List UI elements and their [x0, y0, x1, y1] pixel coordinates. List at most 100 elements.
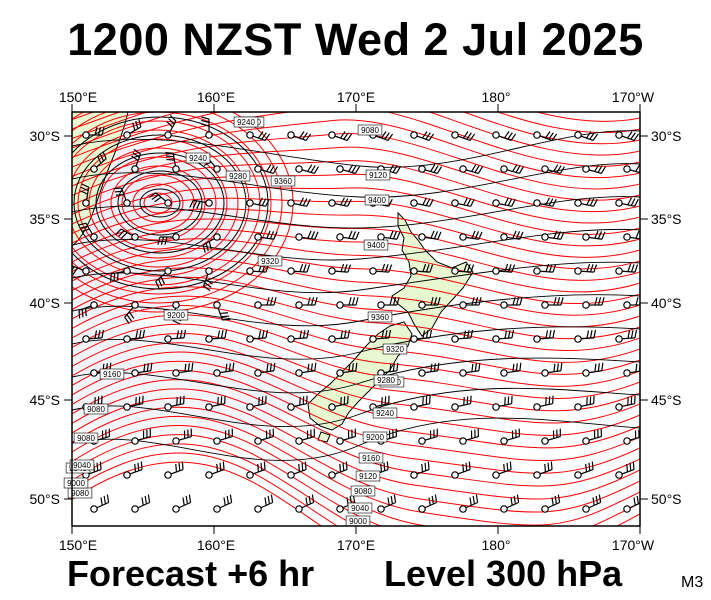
wind-barb-flag [307, 164, 313, 172]
wind-barb-flag [208, 241, 212, 250]
station-circle [533, 403, 541, 411]
wind-barb-flag [225, 363, 228, 372]
wind-barb-flag [140, 461, 143, 470]
station-circle [123, 403, 131, 411]
station-circle [574, 403, 582, 411]
wind-barb-flag [422, 330, 426, 339]
wind-barb-flag [389, 164, 395, 172]
station-circle [90, 233, 98, 241]
wind-barb-flag [430, 297, 434, 306]
contour-label-text: 9160 [362, 454, 380, 463]
wind-barb-flag [424, 462, 427, 471]
wind-barb-flag [307, 297, 311, 306]
station-circle [295, 505, 303, 513]
wind-barb-flag [477, 166, 484, 174]
contour-line [72, 443, 640, 526]
wind-barb-flag [301, 462, 304, 471]
contour-label-text: 9400 [367, 241, 385, 250]
station-circle [213, 437, 221, 445]
contour-line-major [72, 196, 640, 229]
wind-barb-flag [387, 497, 390, 506]
contour-line [72, 388, 640, 487]
wind-barb-flag [266, 363, 269, 372]
station-circle [164, 471, 172, 479]
station-circle [164, 199, 172, 207]
wind-barb-flag [310, 231, 316, 239]
station-circle [377, 301, 385, 309]
wind-barb-flag [516, 494, 520, 503]
contour-label: 9040 [347, 502, 373, 514]
level-label: Level 300 hPa [384, 553, 623, 594]
wind-barb-flag [515, 363, 518, 372]
wind-barb-flag [559, 166, 566, 174]
contour-label: 9240 [372, 407, 398, 419]
wind-barb-flag [273, 297, 277, 306]
wind-barb-flag [560, 362, 563, 371]
station-circle [254, 505, 262, 513]
contour-line [72, 0, 640, 72]
contour-ring [72, 112, 283, 304]
wind-barb-flag [313, 166, 320, 174]
wind-barb-flag [626, 131, 633, 139]
wind-barb-flag [273, 231, 278, 240]
wind-barb-flag [229, 494, 233, 503]
wind-barb-flag [478, 231, 483, 240]
station-circle [82, 267, 90, 275]
wind-barb-flag [510, 497, 513, 506]
wind-barb-flag [348, 363, 351, 372]
wind-barb-flag [466, 264, 471, 273]
wind-barb-flag [101, 329, 105, 338]
contour-label: 9000 [63, 477, 89, 489]
wind-barb-flag [515, 231, 521, 239]
lon-label-top: 170°E [337, 89, 375, 105]
wind-barb-flag [630, 330, 634, 339]
wind-barb-flag [466, 330, 470, 339]
wind-barb-flag [203, 285, 211, 292]
station-circle [287, 267, 295, 275]
station-circle [582, 505, 590, 513]
station-circle [328, 199, 336, 207]
wind-barb-flag [191, 362, 194, 371]
station-circle [615, 471, 623, 479]
wind-barb-flag [118, 230, 125, 237]
wind-barb-flag [630, 264, 635, 273]
station-circle [451, 335, 459, 343]
wind-barb-flag [556, 363, 559, 372]
wind-barb-flag [351, 231, 357, 239]
wind-barb-flag [80, 186, 89, 192]
wind-barb-flag [429, 264, 434, 273]
contour-line [72, 248, 640, 305]
wind-barb-flag [593, 198, 598, 207]
wind-barb-flag [138, 119, 142, 128]
wind-barb-flag [422, 197, 427, 206]
wind-barb-flag [314, 231, 319, 240]
station-circle [500, 233, 508, 241]
wind-barb-flag [97, 330, 101, 339]
station-circle [328, 267, 336, 275]
station-circle [410, 335, 418, 343]
contour-label: 9080 [350, 485, 376, 497]
lat-label-left: 35°S [29, 211, 60, 227]
wind-barb-flag [355, 362, 358, 371]
contour-label: 9400 [364, 194, 390, 206]
contour-ring-major [139, 188, 181, 218]
station-circle [295, 165, 303, 173]
wind-barb-flag [157, 236, 161, 245]
wind-barb-flag [187, 363, 190, 372]
wind-barb-flag [504, 263, 509, 272]
contour-label: 9360 [367, 311, 393, 323]
lat-label-right: 50°S [651, 491, 682, 507]
wind-barb-flag [470, 329, 474, 338]
wind-barb-flag [469, 133, 476, 141]
station-circle [541, 165, 549, 173]
wind-barb-flag [544, 463, 547, 472]
wind-barb-flag [586, 197, 591, 206]
contour-ring [110, 165, 206, 241]
wind-barb-flag [393, 494, 397, 503]
station-circle [574, 131, 582, 139]
wind-barb-flag [265, 329, 269, 338]
station-circle [287, 403, 295, 411]
lon-label-top: 180° [482, 89, 511, 105]
height-contours-major [72, 116, 640, 461]
wind-barb-flag [643, 232, 646, 239]
